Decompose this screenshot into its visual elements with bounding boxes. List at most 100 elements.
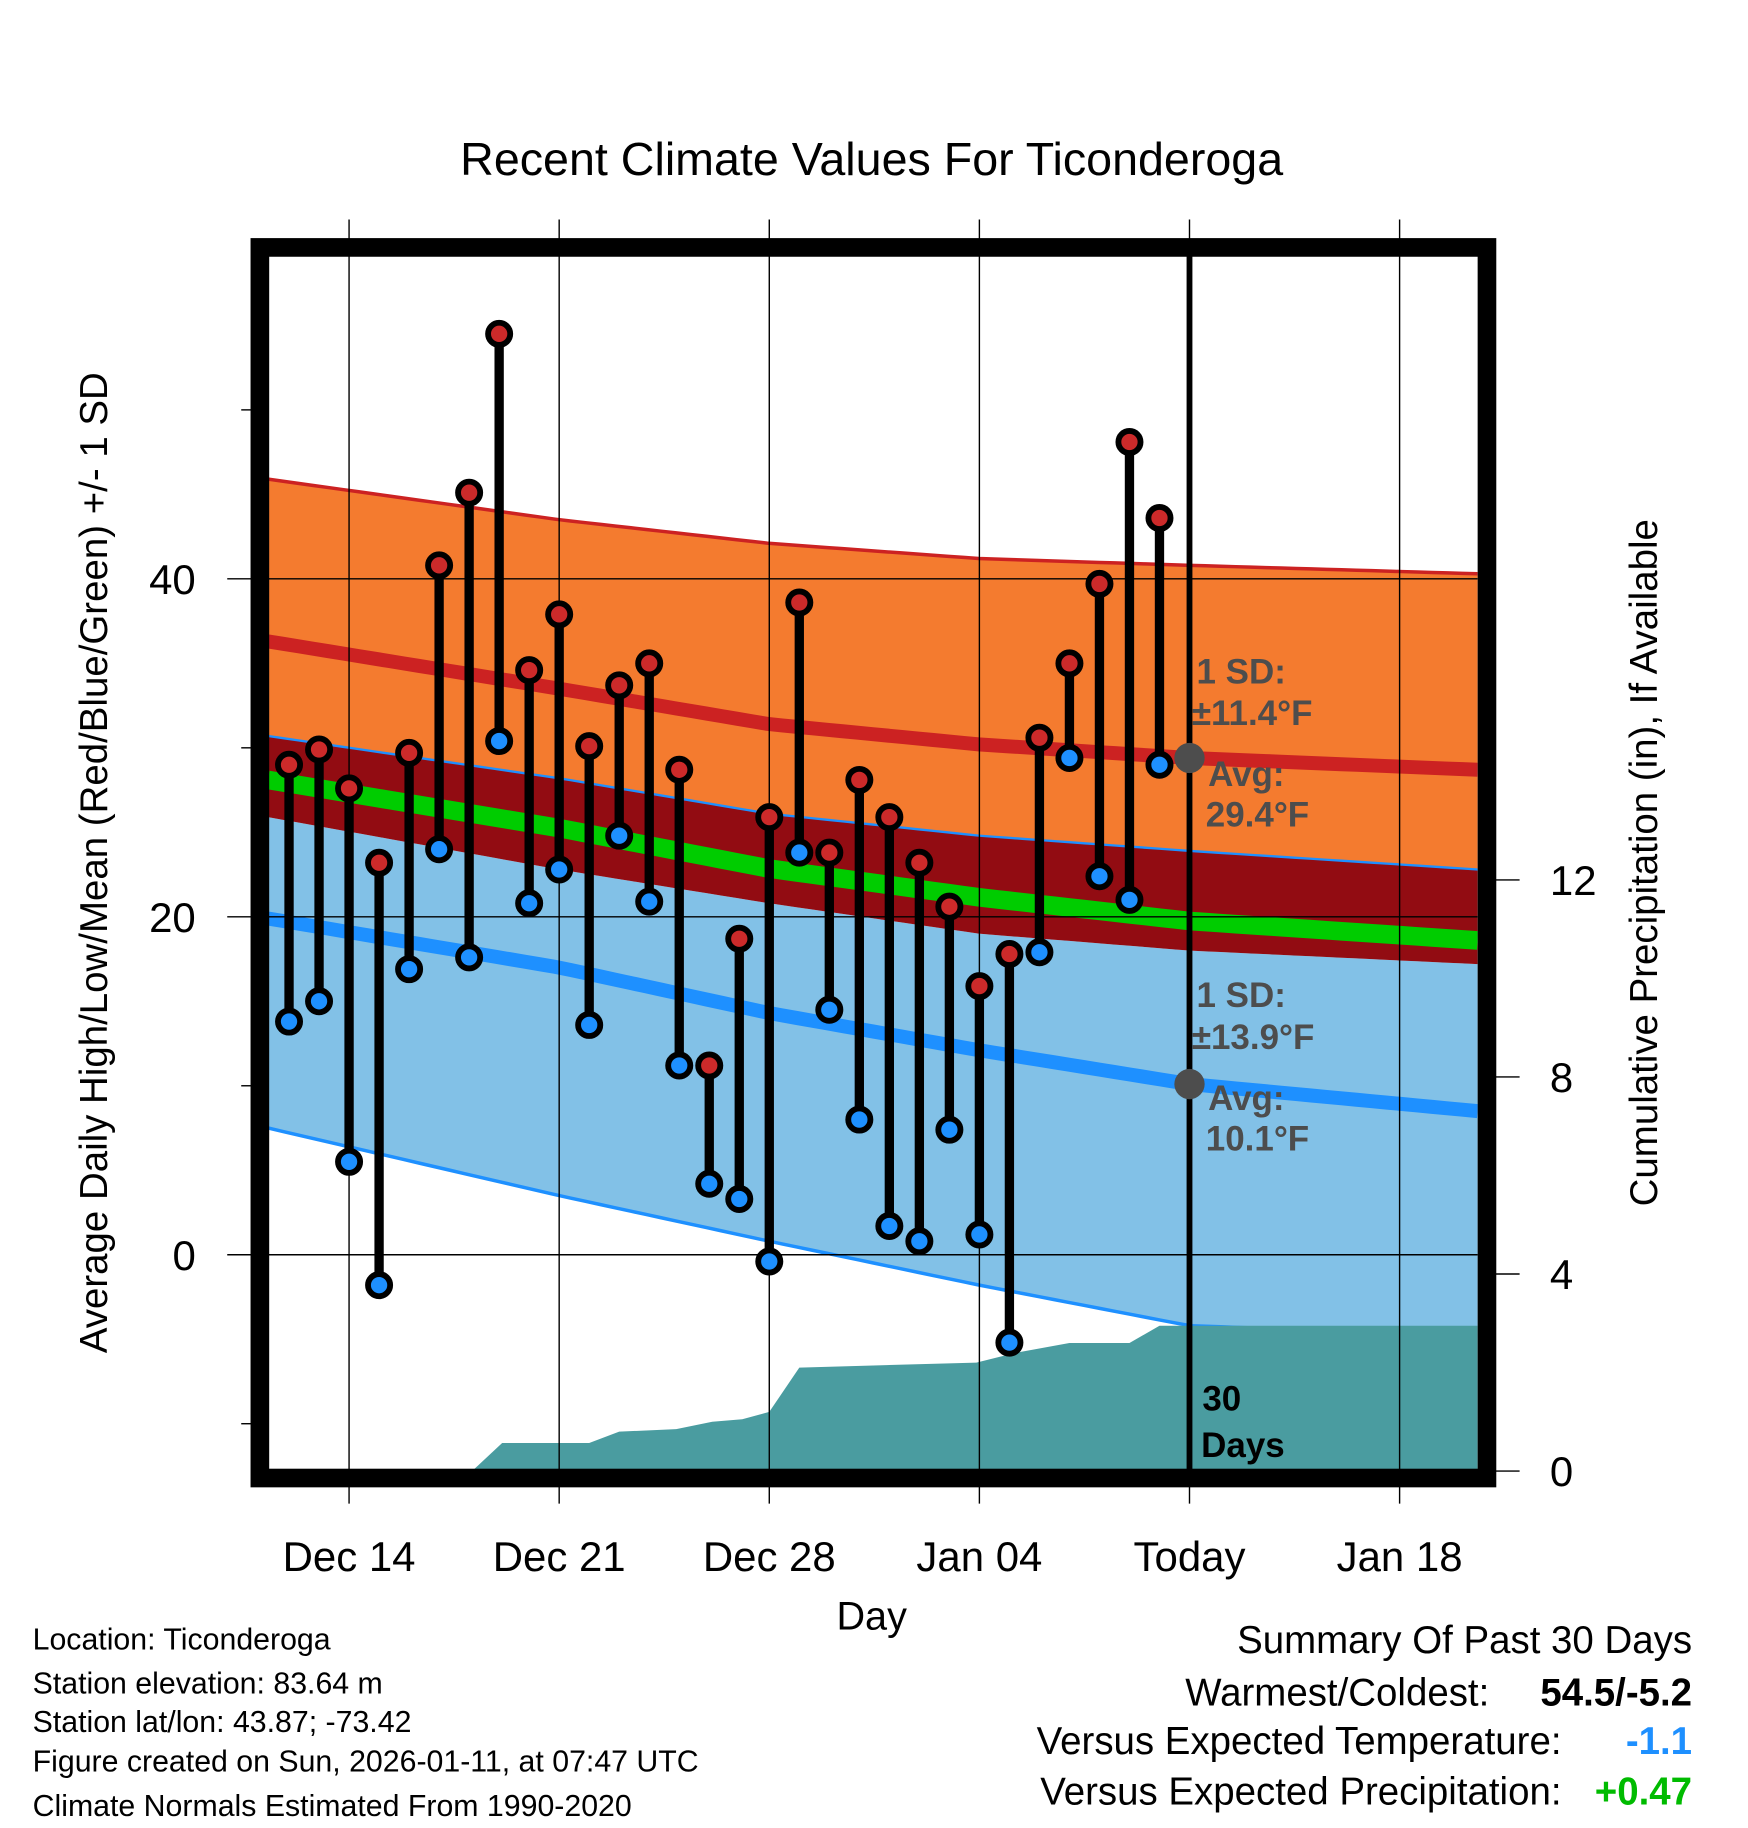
high-avg-annotation: Avg:: [1208, 755, 1284, 794]
high-point: [665, 755, 694, 784]
low-point: [755, 1247, 784, 1276]
precip-annotation: Days: [1201, 1426, 1285, 1465]
footer-created: Figure created on Sun, 2026-01-11, at 07…: [33, 1746, 699, 1779]
low-point: [725, 1184, 754, 1213]
observation-day: [305, 735, 334, 1016]
observation-day: [635, 649, 664, 916]
low-point: [695, 1169, 724, 1198]
high-point: [395, 738, 424, 767]
observation-day: [785, 588, 814, 867]
observation-day: [575, 732, 604, 1039]
high-point: [1085, 569, 1114, 598]
overlap-band: [268, 735, 1478, 965]
high-point: [545, 600, 574, 629]
observation-day: [755, 803, 784, 1276]
high-point: [815, 838, 844, 867]
observation-day: [395, 738, 424, 984]
observation-day: [275, 750, 304, 1036]
observation-day: [695, 1051, 724, 1198]
summary-temp-label: Versus Expected Temperature:: [1037, 1720, 1562, 1763]
high-point: [905, 848, 934, 877]
observation-day: [1055, 649, 1084, 772]
y2-tick-label: 8: [1550, 1054, 1573, 1101]
high-point: [335, 774, 364, 803]
low-point: [1145, 750, 1174, 779]
observation-day: [905, 848, 934, 1256]
precip-area: [268, 1325, 1478, 1472]
low-point: [665, 1051, 694, 1080]
footer-elevation: Station elevation: 83.64 m: [33, 1668, 383, 1701]
low-point: [305, 987, 334, 1016]
today-high-avg-marker: [1174, 742, 1205, 774]
low-point: [335, 1147, 364, 1176]
low-point: [815, 995, 844, 1024]
observation-day: [1025, 723, 1054, 967]
high-point: [995, 939, 1024, 968]
observation-day: [665, 755, 694, 1080]
low-point: [545, 855, 574, 884]
y-tick-label: 40: [149, 556, 196, 603]
summary-temp-value: -1.1: [1626, 1720, 1692, 1763]
observation-day: [485, 319, 514, 756]
low-point: [1115, 885, 1144, 914]
observation-day: [815, 838, 844, 1024]
summary-precip-value: +0.47: [1595, 1770, 1692, 1813]
low-point: [395, 955, 424, 984]
observation-day: [1085, 569, 1114, 891]
high-point: [1055, 649, 1084, 678]
footer-location: Location: Ticonderoga: [33, 1623, 331, 1656]
high-point: [755, 803, 784, 832]
low-point: [605, 821, 634, 850]
x-tick-label: Jan 04: [916, 1533, 1042, 1580]
footer-info: Location: Ticonderoga Station elevation:…: [33, 1623, 699, 1823]
observation-day: [875, 803, 904, 1241]
low-avg-annotation: 10.1°F: [1206, 1120, 1309, 1159]
observation-day: [455, 478, 484, 972]
summary-title: Summary Of Past 30 Days: [1237, 1619, 1692, 1662]
low-point: [1055, 743, 1084, 772]
y-tick-label: 0: [172, 1232, 195, 1279]
low-avg-annotation: Avg:: [1208, 1079, 1284, 1118]
observation-day: [935, 892, 964, 1144]
high-point: [275, 750, 304, 779]
footer-normals: Climate Normals Estimated From 1990-2020: [33, 1790, 632, 1823]
high-sd-annotation: 1 SD:: [1196, 652, 1285, 691]
today-low-avg-marker: [1174, 1068, 1205, 1100]
observation-day: [965, 972, 994, 1249]
high-point: [935, 892, 964, 921]
x-axis-label: Day: [836, 1595, 907, 1639]
summary-warmest-label: Warmest/Coldest:: [1185, 1671, 1489, 1714]
observation-day: [725, 924, 754, 1213]
high-point: [695, 1051, 724, 1080]
high-avg-annotation: 29.4°F: [1206, 796, 1309, 835]
x-tick-label: Jan 18: [1337, 1533, 1463, 1580]
observation-day: [425, 551, 454, 864]
y-axis-label: Average Daily High/Low/Mean (Red/Blue/Gr…: [73, 372, 116, 1353]
high-point: [785, 588, 814, 617]
x-tick-label: Dec 28: [703, 1533, 836, 1580]
high-point: [305, 735, 334, 764]
high-point: [1025, 723, 1054, 752]
x-tick-label: Dec 14: [283, 1533, 416, 1580]
x-tick-label: Today: [1134, 1533, 1246, 1580]
high-point: [365, 848, 394, 877]
low-sd-annotation: ±13.9°F: [1192, 1018, 1315, 1057]
observation-day: [545, 600, 574, 884]
low-point: [845, 1105, 874, 1134]
observation-day: [1145, 504, 1174, 779]
observation-day: [365, 848, 394, 1300]
low-point: [485, 727, 514, 756]
y-tick-label: 20: [149, 894, 196, 941]
high-point: [1115, 427, 1144, 456]
low-point: [575, 1010, 604, 1039]
high-point: [875, 803, 904, 832]
summary: Summary Of Past 30 Days Warmest/Coldest:…: [1037, 1619, 1692, 1813]
high-point: [425, 551, 454, 580]
high-point: [1145, 504, 1174, 533]
summary-warmest-value: 54.5/-5.2: [1540, 1671, 1692, 1714]
low-point: [275, 1007, 304, 1036]
low-point: [995, 1328, 1024, 1357]
summary-precip-label: Versus Expected Precipitation:: [1040, 1770, 1561, 1813]
precip-annotation: 30: [1202, 1379, 1241, 1418]
high-point: [575, 732, 604, 761]
